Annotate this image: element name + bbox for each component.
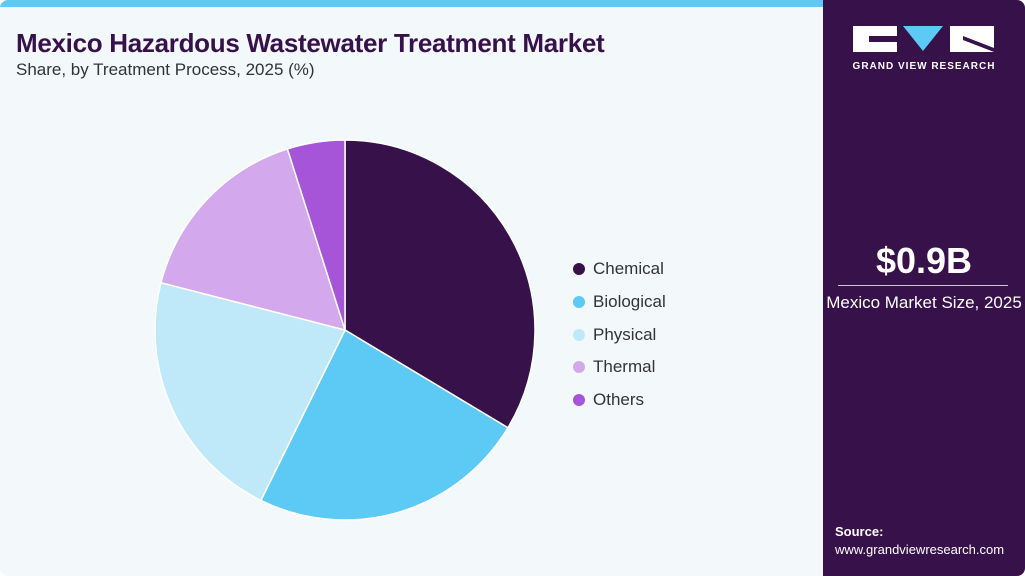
legend-label: Chemical — [593, 259, 664, 279]
pie-chart — [154, 139, 536, 521]
legend-label: Biological — [593, 292, 666, 312]
legend-label: Others — [593, 390, 645, 410]
chart-subtitle: Share, by Treatment Process, 2025 (%) — [16, 60, 315, 79]
legend-item-biological: Biological — [573, 286, 666, 319]
pie-slice-physical — [154, 281, 347, 502]
market-size-label: Mexico Market Size, 2025 — [826, 293, 1022, 312]
legend-label: Physical — [593, 324, 657, 344]
side-panel: GRAND VIEW RESEARCH $0.9B Mexico Market … — [823, 0, 1025, 576]
pie-slice-thermal — [160, 147, 347, 332]
legend-dot-icon — [573, 263, 585, 276]
source-label: Source: — [835, 524, 884, 539]
legend-item-others: Others — [573, 384, 666, 417]
legend-dot-icon — [573, 394, 585, 407]
pie-slice-others — [286, 139, 346, 331]
legend-dot-icon — [573, 328, 585, 341]
source-link[interactable]: www.grandviewresearch.com — [835, 542, 1005, 557]
legend-item-physical: Physical — [573, 318, 666, 351]
legend-item-thermal: Thermal — [573, 351, 666, 384]
market-size-value: $0.9B — [875, 240, 973, 281]
brand-name: GRAND VIEW RESEARCH — [852, 61, 996, 72]
pie-slice-chemical — [344, 139, 536, 429]
divider — [838, 285, 1008, 286]
legend-label: Thermal — [593, 357, 656, 377]
pie-slice-biological — [259, 328, 509, 521]
legend-dot-icon — [573, 361, 585, 374]
legend-dot-icon — [573, 296, 585, 309]
gvr-logo-icon — [853, 26, 994, 52]
legend-item-chemical: Chemical — [573, 253, 666, 286]
accent-bar — [0, 0, 823, 7]
chart-legend: Chemical Biological Physical Thermal Oth… — [573, 253, 666, 416]
chart-title: Mexico Hazardous Wastewater Treatment Ma… — [16, 28, 605, 58]
